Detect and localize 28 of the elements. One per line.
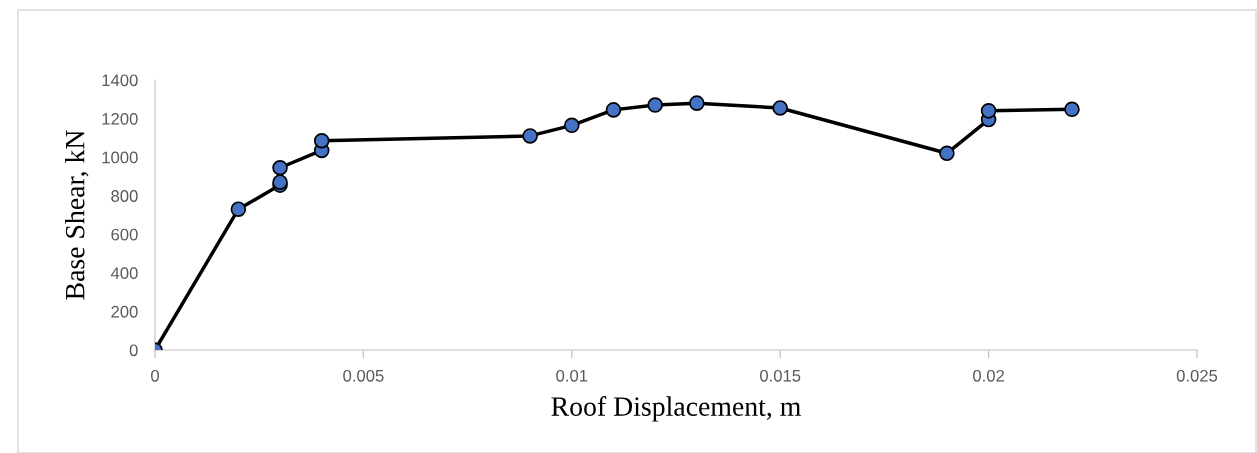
y-tick-label: 0 [129,344,138,357]
y-tick-label: 1400 [102,74,138,87]
point [647,97,663,113]
point [230,201,247,217]
y-tick-label: 200 [111,305,138,318]
point [272,159,288,176]
y-tick-label: 1200 [102,112,138,125]
x-tick-label: 0.02 [973,369,1004,382]
x-tick-label: 0.015 [760,369,801,382]
point [772,100,788,116]
point [939,145,955,162]
y-tick-label: 1000 [102,151,138,164]
point [605,102,622,118]
y-tick-label: 400 [110,267,138,280]
point [564,117,580,134]
x-tick-label: 0.01 [556,369,588,382]
point [689,95,705,111]
y-tick-label: 800 [111,190,138,202]
y-tick-label: 600 [111,228,138,241]
x-tick-label: 0.025 [1176,369,1218,382]
point [313,132,330,149]
point [522,128,538,144]
x-tick-label: 0 [151,369,159,382]
point [1064,101,1080,118]
point [980,103,997,119]
y-axis-title: Base Shear, kN [64,130,89,300]
x-axis-title: Roof Displacement, m [551,396,801,422]
x-tick-label: 0.005 [343,369,384,382]
